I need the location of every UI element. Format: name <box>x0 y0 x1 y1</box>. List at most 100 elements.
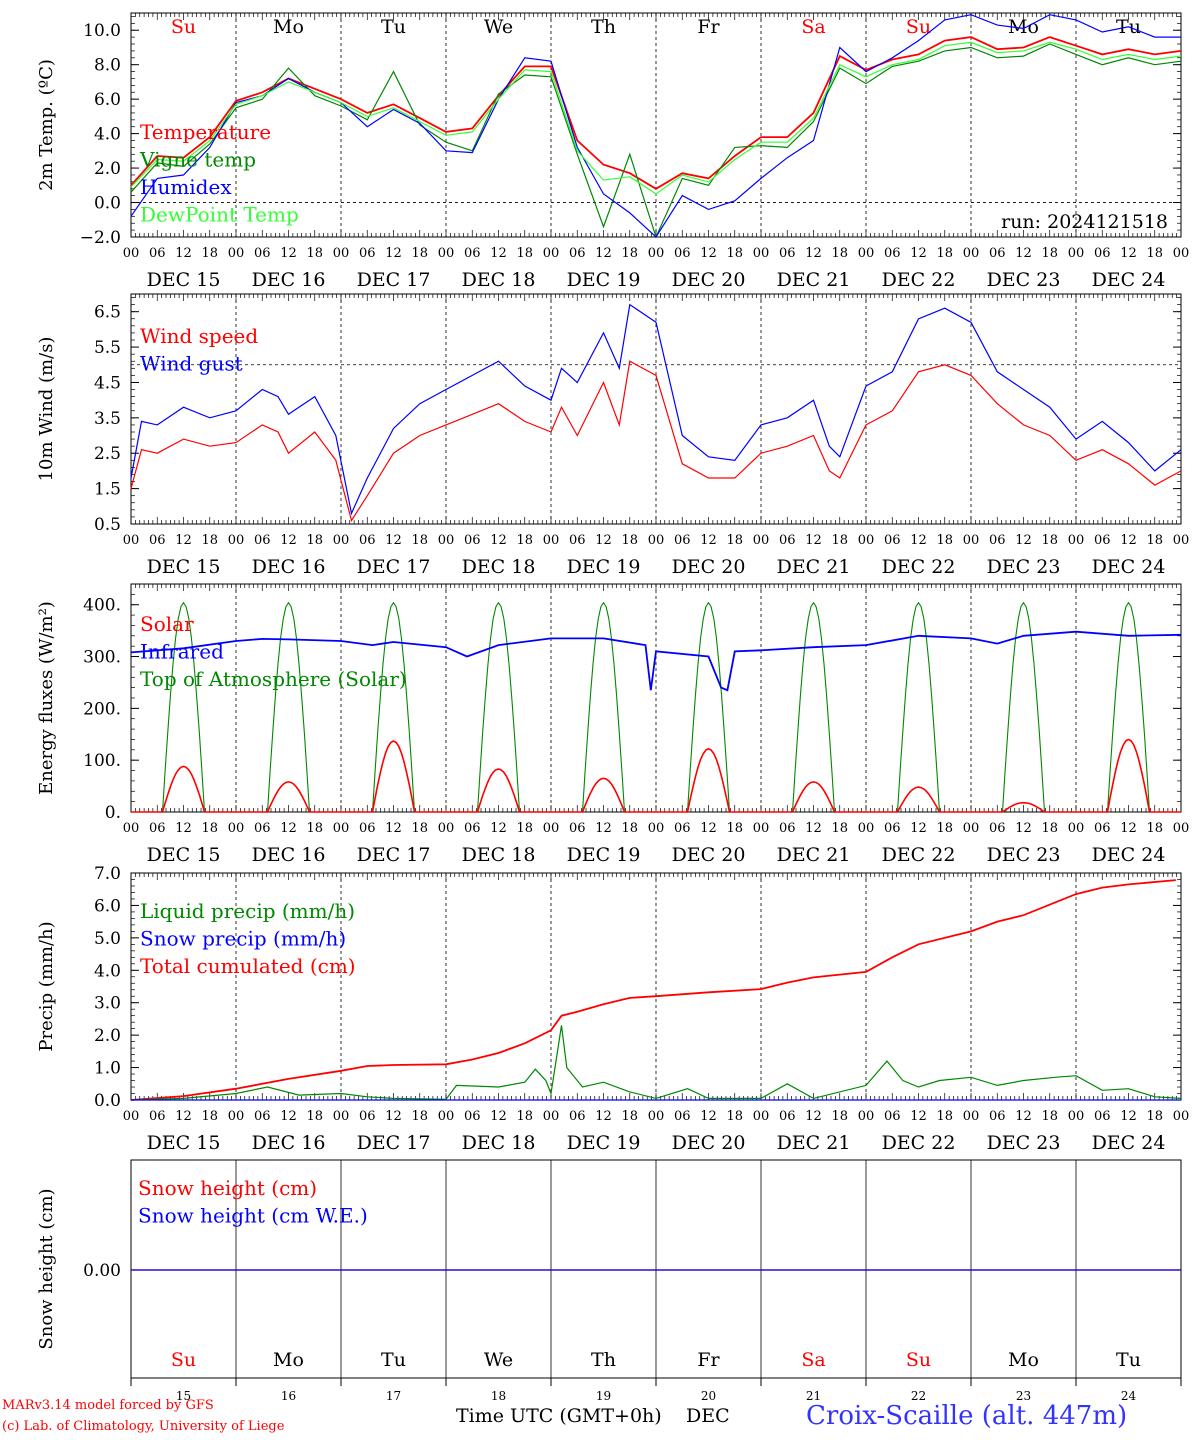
hour-tick-label: 00 <box>1173 246 1190 261</box>
weekday-label: Su <box>906 16 931 38</box>
date-label: DEC 23 <box>987 844 1061 866</box>
hour-tick-label: 18 <box>936 1109 953 1124</box>
day-number-label: 15 <box>176 1389 191 1403</box>
date-label: DEC 22 <box>882 556 956 578</box>
date-label: DEC 15 <box>147 556 221 578</box>
hour-tick-label: 12 <box>1120 533 1137 548</box>
legend-entry: Temperature <box>140 120 271 144</box>
legend-entry: Infrared <box>140 640 224 664</box>
hour-tick-label: 12 <box>910 533 927 548</box>
hour-tick-label: 00 <box>858 821 875 836</box>
hour-tick-label: 18 <box>516 246 533 261</box>
weekday-label-bottom: Tu <box>1116 1349 1141 1371</box>
hour-tick-label: 18 <box>516 1109 533 1124</box>
date-label: DEC 22 <box>882 844 956 866</box>
y-tick-label: 2.0 <box>94 1026 121 1046</box>
hour-tick-label: 12 <box>175 1109 192 1124</box>
hour-tick-label: 12 <box>805 533 822 548</box>
hour-tick-label: 00 <box>438 533 455 548</box>
hour-tick-label: 00 <box>753 246 770 261</box>
hour-tick-label: 12 <box>700 246 717 261</box>
legend-entry: Liquid precip (mm/h) <box>140 899 355 923</box>
hour-tick-label: 06 <box>674 533 691 548</box>
date-label: DEC 18 <box>462 269 536 291</box>
hour-tick-label: 12 <box>280 246 297 261</box>
hour-tick-label: 00 <box>123 246 140 261</box>
hour-tick-label: 12 <box>1015 1109 1032 1124</box>
day-number-label: 16 <box>281 1389 296 1403</box>
date-label: DEC 18 <box>462 1132 536 1154</box>
hour-tick-label: 12 <box>1015 821 1032 836</box>
hour-tick-label: 12 <box>175 821 192 836</box>
weekday-label-bottom: Sa <box>801 1349 825 1371</box>
hour-tick-label: 06 <box>779 533 796 548</box>
hour-tick-label: 12 <box>910 821 927 836</box>
weekday-label-bottom: Th <box>591 1349 616 1371</box>
y-axis-label: 10m Wind (m/s) <box>36 337 57 482</box>
series-line-wind-speed <box>130 360 1182 522</box>
hour-tick-label: 12 <box>595 1109 612 1124</box>
hour-tick-label: 06 <box>989 533 1006 548</box>
series-line-infrared <box>130 630 1182 692</box>
date-label: DEC 19 <box>567 1132 641 1154</box>
hour-tick-label: 00 <box>648 533 665 548</box>
hour-tick-label: 18 <box>831 1109 848 1124</box>
y-tick-label: −2.0 <box>80 228 121 248</box>
date-label: DEC 16 <box>252 844 326 866</box>
series-line-solar <box>131 738 1181 813</box>
hour-tick-label: 18 <box>1041 533 1058 548</box>
y-tick-label: 3.0 <box>94 994 121 1014</box>
hour-tick-label: 12 <box>700 821 717 836</box>
weekday-label: Fr <box>697 16 720 38</box>
hour-tick-label: 06 <box>464 533 481 548</box>
hour-tick-label: 06 <box>674 1109 691 1124</box>
hour-tick-label: 06 <box>779 821 796 836</box>
hour-tick-label: 00 <box>753 821 770 836</box>
y-tick-label: 300. <box>83 648 121 668</box>
y-tick-label: 200. <box>83 699 121 719</box>
hour-tick-label: 18 <box>411 533 428 548</box>
weekday-label: Mo <box>273 16 304 38</box>
date-label: DEC 17 <box>357 556 431 578</box>
hour-tick-label: 00 <box>123 533 140 548</box>
y-tick-label: 6.5 <box>94 303 121 323</box>
hour-tick-label: 18 <box>306 246 323 261</box>
series-line-humidex <box>130 14 1181 238</box>
hour-tick-label: 06 <box>884 821 901 836</box>
date-label: DEC 20 <box>672 556 746 578</box>
hour-tick-label: 12 <box>490 821 507 836</box>
hour-tick-label: 00 <box>228 821 245 836</box>
legend-entry: Humidex <box>140 175 232 199</box>
weekday-label-bottom: We <box>484 1349 513 1371</box>
date-label: DEC 15 <box>147 269 221 291</box>
x-axis-month: DEC <box>686 1405 730 1427</box>
hour-tick-label: 00 <box>858 533 875 548</box>
day-number-label: 20 <box>701 1389 716 1403</box>
hour-tick-label: 12 <box>1120 821 1137 836</box>
hour-tick-label: 00 <box>753 1109 770 1124</box>
hour-tick-label: 12 <box>1120 246 1137 261</box>
hour-tick-label: 12 <box>280 1109 297 1124</box>
hour-tick-label: 06 <box>569 246 586 261</box>
date-label: DEC 21 <box>777 556 851 578</box>
hour-tick-label: 12 <box>175 246 192 261</box>
y-tick-label: 0. <box>105 803 121 823</box>
weekday-label-bottom: Tu <box>381 1349 406 1371</box>
hour-tick-label: 06 <box>149 246 166 261</box>
date-label: DEC 18 <box>462 844 536 866</box>
hour-tick-label: 12 <box>910 1109 927 1124</box>
date-label: DEC 20 <box>672 1132 746 1154</box>
hour-tick-label: 00 <box>648 246 665 261</box>
y-axis-label: 2m Temp. (ºC) <box>36 59 57 191</box>
weekday-label: Su <box>171 16 196 38</box>
date-label: DEC 16 <box>252 269 326 291</box>
date-label: DEC 19 <box>567 556 641 578</box>
legend-entry: DewPoint Temp <box>140 203 299 227</box>
hour-tick-label: 00 <box>228 246 245 261</box>
hour-tick-label: 12 <box>1120 1109 1137 1124</box>
hour-tick-label: 00 <box>543 246 560 261</box>
hour-tick-label: 12 <box>805 246 822 261</box>
y-tick-label: 6.0 <box>94 896 121 916</box>
hour-tick-label: 18 <box>411 246 428 261</box>
date-label: DEC 21 <box>777 844 851 866</box>
